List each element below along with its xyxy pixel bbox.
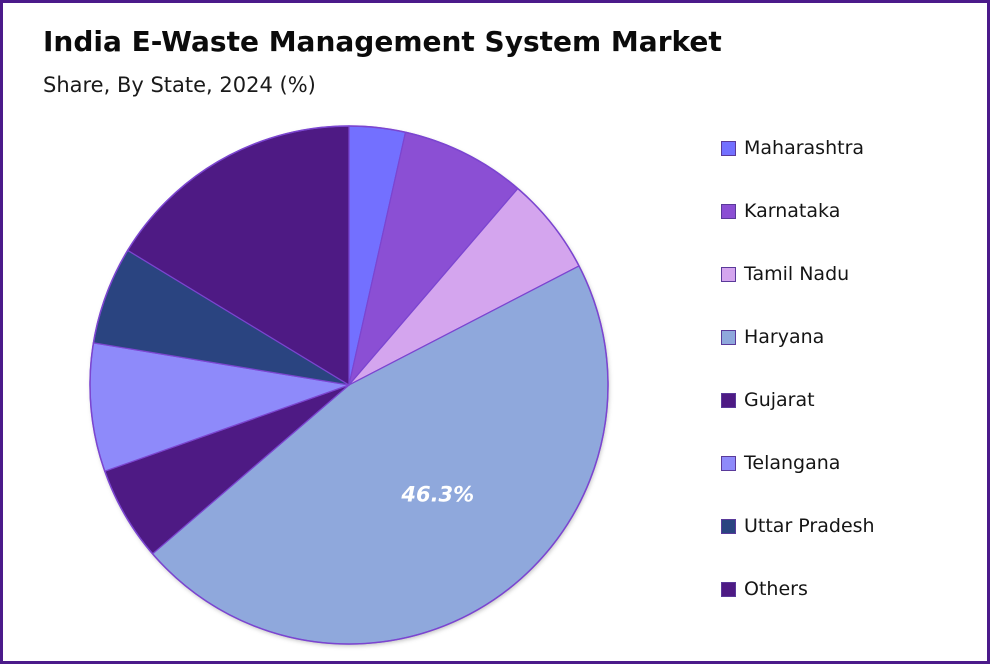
legend-swatch [721, 581, 736, 597]
legend-label: Haryana [744, 326, 825, 348]
legend-swatch [721, 392, 736, 408]
legend-label: Others [744, 578, 808, 600]
legend-swatch [721, 203, 736, 219]
legend-swatch [721, 329, 736, 345]
legend-swatch [721, 140, 736, 156]
slice-value-label: 46.3% [400, 483, 474, 507]
legend-item-gujarat: Gujarat [721, 387, 815, 413]
legend-label: Maharashtra [744, 137, 865, 159]
legend-item-uttar-pradesh: Uttar Pradesh [721, 513, 875, 539]
legend-item-tamil-nadu: Tamil Nadu [721, 261, 849, 287]
legend-label: Gujarat [744, 389, 815, 411]
legend-item-karnataka: Karnataka [721, 198, 840, 224]
legend-label: Uttar Pradesh [744, 515, 875, 537]
legend-label: Telangana [744, 452, 841, 474]
legend-item-telangana: Telangana [721, 450, 840, 476]
legend-swatch [721, 266, 736, 282]
legend-label: Karnataka [744, 200, 841, 222]
legend-item-maharashtra: Maharashtra [721, 135, 864, 161]
pie-svg: 46.3% [89, 125, 609, 645]
legend-swatch [721, 455, 736, 471]
legend-swatch [721, 518, 736, 534]
legend-item-haryana: Haryana [721, 324, 824, 350]
pie-chart: 46.3% [3, 3, 643, 667]
chart-subtitle: Share, By State, 2024 (%) [43, 73, 316, 97]
legend-label: Tamil Nadu [744, 263, 850, 285]
legend-item-others: Others [721, 576, 808, 602]
chart-title: India E-Waste Management System Market [43, 25, 722, 58]
